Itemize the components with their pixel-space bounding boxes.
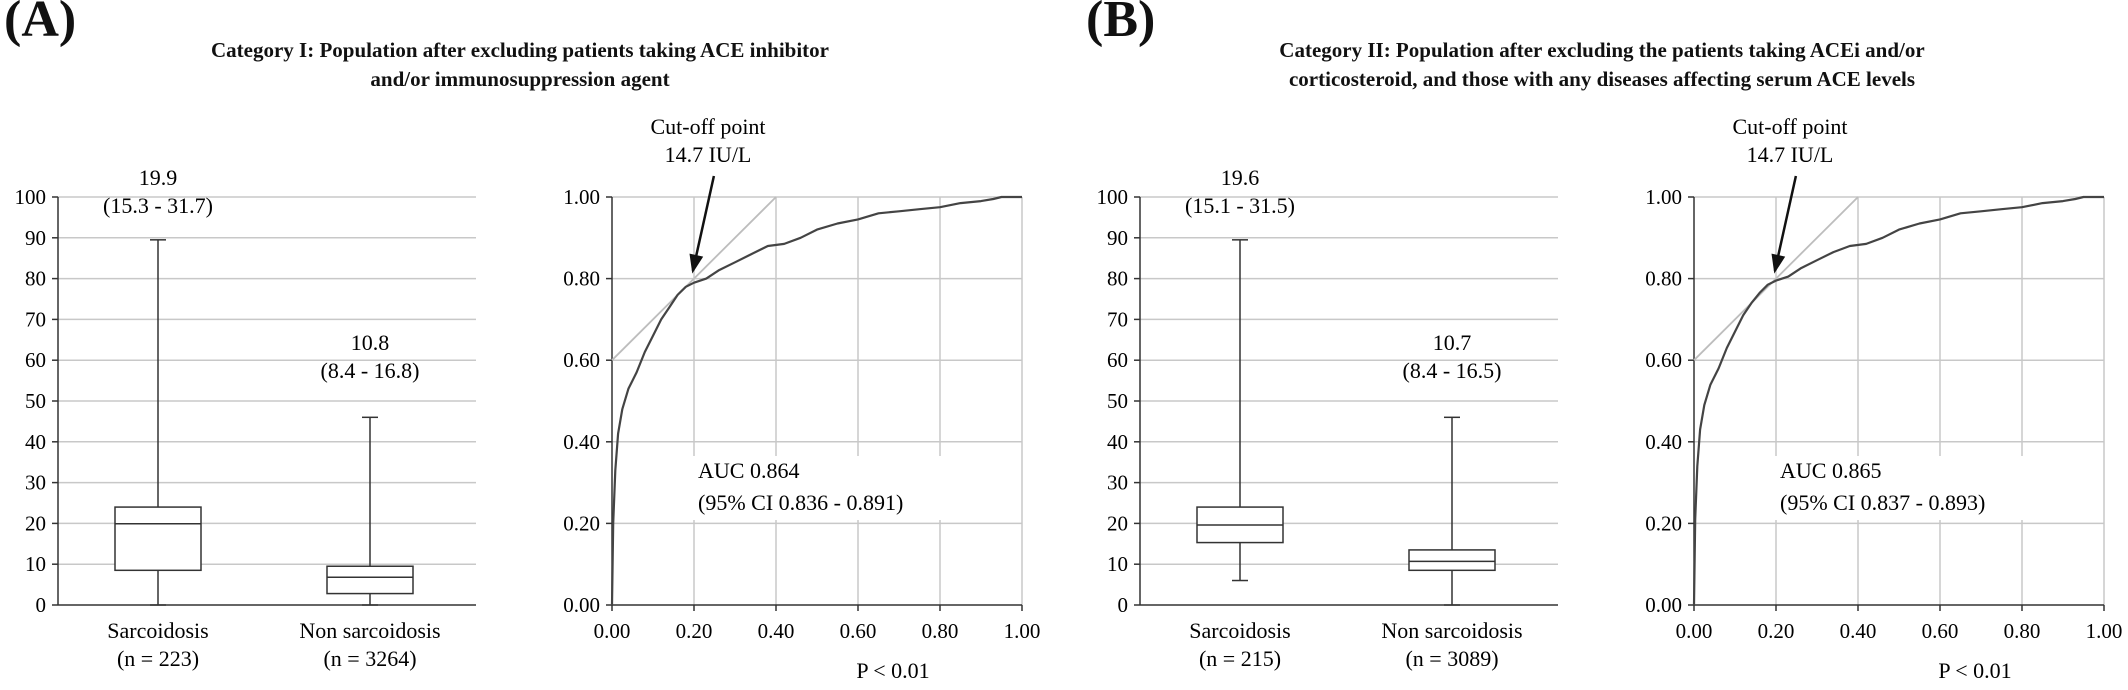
panel-b: (B) Category II: Population after exclud… — [1082, 0, 2128, 690]
boxplot-iqr-label: (15.3 - 31.7) — [103, 193, 213, 218]
roc-y-tick-label: 0.00 — [563, 593, 600, 617]
panel-label: (A) — [4, 0, 77, 48]
roc-cutoff-arrow-shaft — [691, 175, 716, 271]
roc-y-tick-label: 1.00 — [1645, 185, 1682, 209]
roc-y-tick-label: 0.80 — [563, 267, 600, 291]
roc-auc-label: AUC 0.864 — [698, 458, 799, 483]
boxplot-iqr-label: (15.1 - 31.5) — [1185, 193, 1295, 218]
roc-curve-line — [610, 195, 1022, 606]
roc-y-tick-label: 0.20 — [563, 511, 600, 535]
roc-x-tick-label: 0.00 — [594, 619, 631, 643]
panel-title-line-2: and/or immunosuppression agent — [370, 67, 670, 91]
roc-y-tick-label: 1.00 — [563, 185, 600, 209]
boxplot-y-tick-label: 90 — [25, 226, 46, 250]
roc-x-tick-label: 1.00 — [1004, 619, 1041, 643]
roc-x-tick-label: 0.80 — [922, 619, 959, 643]
boxplot-median-label: 19.6 — [1221, 165, 1260, 190]
boxplot-box — [114, 506, 202, 572]
roc-x-tick-label: 0.20 — [1758, 619, 1795, 643]
roc-cutoff-arrow-head — [1771, 253, 1786, 274]
roc-curve-line — [1692, 195, 2104, 606]
panel-a: (A) Category I: Population after excludi… — [4, 0, 1041, 683]
roc-cutoff-value: 14.7 IU/L — [1747, 142, 1834, 167]
boxplot-y-tick-label: 30 — [25, 471, 46, 495]
roc-tangent-line — [1693, 196, 1859, 361]
roc-auc-label: AUC 0.865 — [1780, 458, 1881, 483]
panel-title-line-1: Category I: Population after excluding p… — [211, 38, 829, 62]
roc-cutoff-label: Cut-off point — [650, 114, 765, 139]
boxplot-y-tick-label: 60 — [25, 348, 46, 372]
roc-x-tick-label: 0.40 — [1840, 619, 1877, 643]
boxplot-y-tick-label: 80 — [1107, 267, 1128, 291]
roc-y-tick-label: 0.40 — [563, 430, 600, 454]
roc-p-value-label: P < 0.01 — [1938, 658, 2011, 683]
roc-y-tick-label: 0.80 — [1645, 267, 1682, 291]
panel-a-charts: 0 10 20 30 40 50 60 70 80 90 100 19.9 (15.3 - 31.7) S… — [15, 114, 1041, 683]
boxplot-y-tick-label: 50 — [25, 389, 46, 413]
roc-cutoff-arrow-head — [689, 253, 704, 274]
boxplot-median-label: 19.9 — [139, 165, 178, 190]
boxplot-iqr-label: (8.4 - 16.8) — [321, 358, 420, 383]
roc-x-tick-label: 0.60 — [1922, 619, 1959, 643]
roc-auc-label-background — [688, 456, 950, 520]
roc-ci-label: (95% CI 0.837 - 0.893) — [1780, 490, 1985, 515]
boxplot-y-tick-label: 70 — [25, 307, 46, 331]
boxplot-group-n: (n = 215) — [1199, 646, 1281, 671]
roc-y-tick-label: 0.40 — [1645, 430, 1682, 454]
roc-y-tick-label: 0.20 — [1645, 511, 1682, 535]
roc-ci-label: (95% CI 0.836 - 0.891) — [698, 490, 903, 515]
boxplot-y-tick-label: 20 — [25, 511, 46, 535]
roc-x-tick-label: 0.00 — [1676, 619, 1713, 643]
panel-title-line-2: corticosteroid, and those with any disea… — [1288, 67, 1916, 91]
boxplot-y-tick-label: 90 — [1107, 226, 1128, 250]
boxplot-y-tick-label: 10 — [1107, 552, 1128, 576]
boxplot-group-label: Non sarcoidosis — [299, 618, 440, 643]
boxplot-median-label: 10.8 — [351, 330, 390, 355]
panel-b-charts: 0 10 20 30 40 50 60 70 80 90 100 19.6 (15.1 - 31.5) S… — [1097, 114, 2123, 683]
roc-auc-label-background — [1770, 456, 2032, 520]
boxplot-iqr-label: (8.4 - 16.5) — [1403, 358, 1502, 383]
roc-x-tick-label: 0.20 — [676, 619, 713, 643]
boxplot-y-tick-label: 10 — [25, 552, 46, 576]
boxplot-box — [1408, 549, 1496, 572]
boxplot-y-tick-label: 30 — [1107, 471, 1128, 495]
panel-title: Category I: Population after excluding p… — [80, 36, 960, 94]
boxplot-group-n: (n = 223) — [117, 646, 199, 671]
boxplot-y-tick-label: 20 — [1107, 511, 1128, 535]
roc-cutoff-arrow-shaft — [1773, 175, 1798, 271]
roc-x-tick-label: 0.60 — [840, 619, 877, 643]
boxplot-group-label: Sarcoidosis — [1189, 618, 1290, 643]
boxplot-y-tick-label: 0 — [36, 593, 47, 617]
boxplot-group-label: Sarcoidosis — [107, 618, 208, 643]
boxplot-group-n: (n = 3264) — [323, 646, 416, 671]
boxplot-y-tick-label: 70 — [1107, 307, 1128, 331]
boxplot-y-tick-label: 100 — [1097, 185, 1129, 209]
roc-x-tick-label: 1.00 — [2086, 619, 2123, 643]
roc-x-tick-label: 0.40 — [758, 619, 795, 643]
boxplot-y-tick-label: 40 — [25, 430, 46, 454]
boxplot-group-label: Non sarcoidosis — [1381, 618, 1522, 643]
panel-label: (B) — [1086, 0, 1156, 48]
boxplot-y-tick-label: 50 — [1107, 389, 1128, 413]
roc-tangent-line — [611, 196, 777, 361]
roc-cutoff-label: Cut-off point — [1732, 114, 1847, 139]
roc-y-tick-label: 0.60 — [1645, 348, 1682, 372]
panel-title: Category II: Population after excluding … — [1162, 36, 2042, 94]
roc-y-tick-label: 0.60 — [563, 348, 600, 372]
boxplot-y-tick-label: 100 — [15, 185, 47, 209]
boxplot-y-tick-label: 80 — [25, 267, 46, 291]
roc-cutoff-value: 14.7 IU/L — [665, 142, 752, 167]
boxplot-y-tick-label: 0 — [1118, 593, 1129, 617]
boxplot-y-tick-label: 40 — [1107, 430, 1128, 454]
roc-p-value-label: P < 0.01 — [856, 658, 929, 683]
boxplot-median-label: 10.7 — [1433, 330, 1472, 355]
boxplot-group-n: (n = 3089) — [1405, 646, 1498, 671]
roc-x-tick-label: 0.80 — [2004, 619, 2041, 643]
boxplot-y-tick-label: 60 — [1107, 348, 1128, 372]
roc-y-tick-label: 0.00 — [1645, 593, 1682, 617]
panel-title-line-1: Category II: Population after excluding … — [1279, 38, 1925, 62]
boxplot-box — [326, 565, 414, 595]
